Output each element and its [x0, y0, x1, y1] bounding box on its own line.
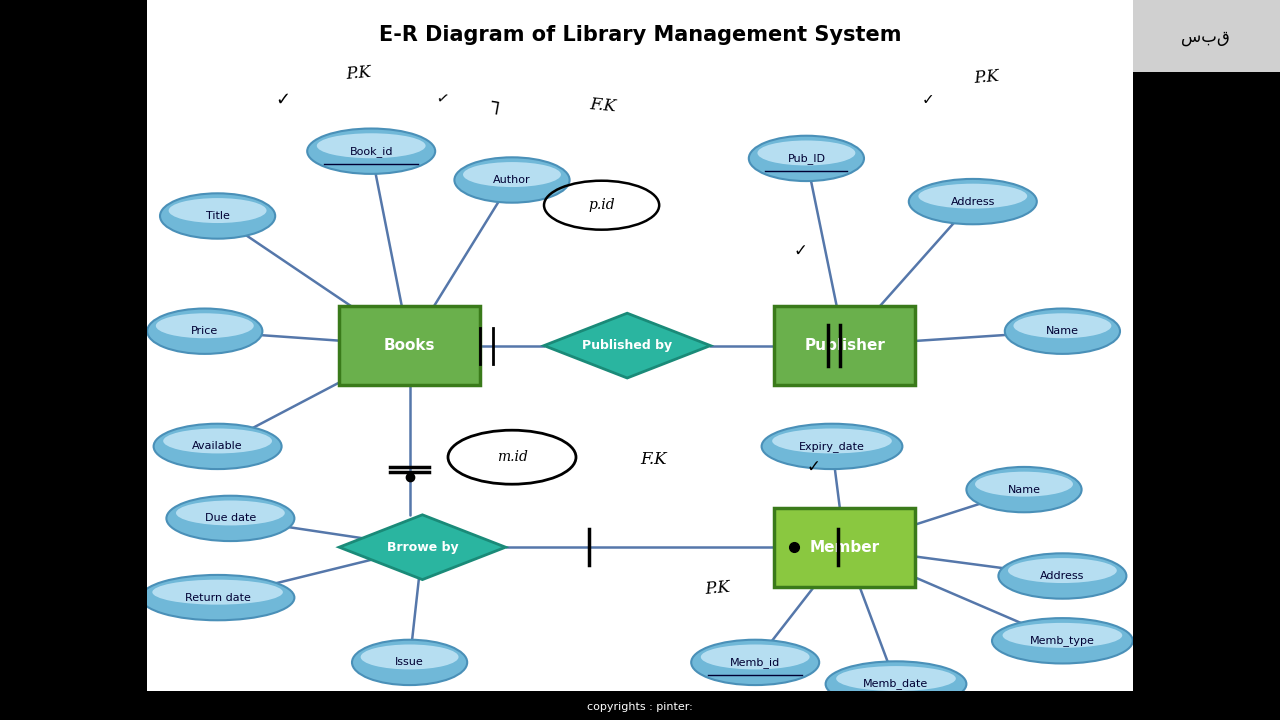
Ellipse shape [758, 140, 855, 166]
Ellipse shape [701, 644, 809, 670]
Text: Brrowe by: Brrowe by [387, 541, 458, 554]
Text: Price: Price [191, 326, 219, 336]
FancyBboxPatch shape [339, 306, 480, 385]
Text: ✓: ✓ [435, 91, 451, 107]
Text: Name: Name [1007, 485, 1041, 495]
FancyBboxPatch shape [774, 306, 915, 385]
Text: copyrights : pinter:: copyrights : pinter: [588, 702, 692, 712]
Text: Title: Title [206, 211, 229, 221]
Text: m.id: m.id [497, 450, 527, 464]
Ellipse shape [772, 428, 892, 454]
Ellipse shape [141, 575, 294, 620]
Ellipse shape [175, 500, 284, 526]
Ellipse shape [826, 661, 966, 707]
Ellipse shape [316, 133, 425, 158]
Bar [1133, 0, 1280, 72]
Ellipse shape [966, 467, 1082, 513]
Ellipse shape [164, 428, 273, 454]
Ellipse shape [307, 128, 435, 174]
Text: p.id: p.id [589, 198, 614, 212]
Text: Name: Name [1046, 326, 1079, 336]
FancyBboxPatch shape [774, 508, 915, 587]
Ellipse shape [147, 308, 262, 354]
Text: Author: Author [493, 175, 531, 185]
Ellipse shape [160, 194, 275, 239]
Ellipse shape [975, 472, 1073, 497]
Ellipse shape [154, 423, 282, 469]
Text: L: L [486, 94, 499, 114]
Ellipse shape [762, 423, 902, 469]
Text: ✓: ✓ [922, 92, 934, 107]
Text: Expiry_date: Expiry_date [799, 441, 865, 452]
Ellipse shape [361, 644, 458, 670]
Ellipse shape [156, 313, 253, 338]
Text: Return date: Return date [184, 593, 251, 603]
Ellipse shape [454, 158, 570, 203]
Ellipse shape [909, 179, 1037, 225]
Text: Member: Member [810, 540, 879, 554]
Text: Address: Address [951, 197, 995, 207]
Ellipse shape [463, 162, 561, 187]
Ellipse shape [998, 553, 1126, 599]
Ellipse shape [1005, 308, 1120, 354]
Text: Available: Available [192, 441, 243, 451]
Text: ✓: ✓ [794, 242, 808, 260]
Text: P.K: P.K [704, 579, 731, 598]
Text: F.K: F.K [589, 96, 617, 116]
Text: P.K: P.K [346, 64, 372, 84]
Bar [0, 0, 147, 720]
Polygon shape [339, 515, 506, 580]
Ellipse shape [691, 640, 819, 685]
Text: Books: Books [384, 338, 435, 353]
Text: Memb_id: Memb_id [730, 657, 781, 668]
Ellipse shape [1014, 313, 1111, 338]
Text: Published by: Published by [582, 339, 672, 352]
Text: P.K: P.K [973, 68, 1000, 87]
Text: F.K: F.K [640, 451, 667, 469]
Ellipse shape [166, 495, 294, 541]
Text: ✓: ✓ [275, 91, 291, 109]
Ellipse shape [919, 184, 1028, 209]
Text: ✓: ✓ [806, 458, 820, 476]
Ellipse shape [152, 580, 283, 605]
Ellipse shape [836, 666, 956, 691]
Ellipse shape [352, 640, 467, 685]
Polygon shape [544, 313, 710, 378]
Ellipse shape [992, 618, 1133, 664]
Text: E-R Diagram of Library Management System: E-R Diagram of Library Management System [379, 25, 901, 45]
Text: Pub_ID: Pub_ID [787, 153, 826, 164]
Text: Publisher: Publisher [804, 338, 886, 353]
Text: Book_id: Book_id [349, 145, 393, 157]
Text: Memb_date: Memb_date [864, 678, 928, 690]
Text: Issue: Issue [396, 657, 424, 667]
Text: سبق: سبق [1181, 29, 1230, 47]
Ellipse shape [169, 198, 266, 223]
Ellipse shape [1009, 558, 1116, 583]
Bar [147, 691, 1133, 720]
Ellipse shape [749, 136, 864, 181]
Text: Address: Address [1041, 571, 1084, 581]
Ellipse shape [1002, 623, 1123, 648]
Bar [1133, 0, 1280, 720]
Text: Memb_type: Memb_type [1030, 635, 1094, 647]
Text: Due date: Due date [205, 513, 256, 523]
